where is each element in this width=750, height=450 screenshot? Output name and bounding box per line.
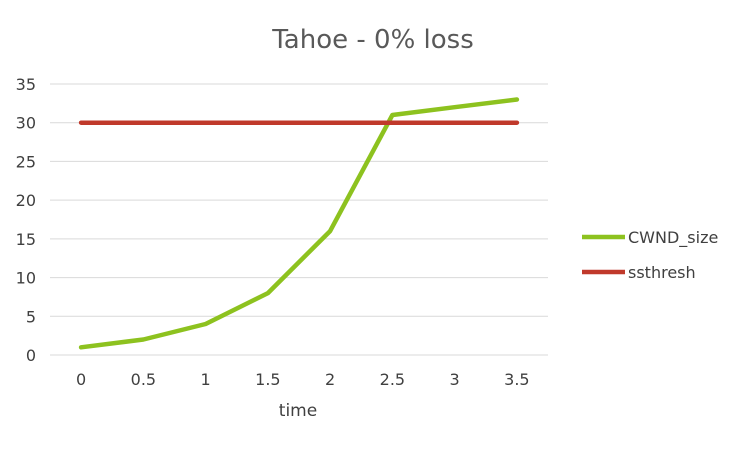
series-lines — [78, 97, 520, 350]
y-tick-label: 5 — [26, 307, 36, 326]
x-tick-label: 1.5 — [255, 370, 280, 389]
x-tick-label: 3 — [450, 370, 460, 389]
x-tick-label: 0.5 — [131, 370, 156, 389]
y-tick-label: 0 — [26, 346, 36, 365]
y-tick-label: 25 — [16, 152, 36, 171]
y-tick-label: 10 — [16, 269, 36, 288]
y-tick-label: 15 — [16, 230, 36, 249]
chart-title: Tahoe - 0% loss — [271, 25, 474, 55]
x-tick-label: 2.5 — [380, 370, 405, 389]
x-tick-label: 1 — [201, 370, 211, 389]
y-tick-label: 20 — [16, 191, 36, 210]
x-tick-label: 3.5 — [504, 370, 529, 389]
x-tick-label: 0 — [76, 370, 86, 389]
x-tick-label: 2 — [325, 370, 335, 389]
x-axis-title: time — [279, 401, 317, 421]
y-tick-label: 30 — [16, 114, 36, 133]
legend: CWND_size ssthresh — [582, 228, 718, 282]
legend-label: CWND_size — [628, 228, 718, 248]
series-line-cwnd-size — [78, 97, 520, 350]
y-axis-ticks: 0 5 10 15 20 25 30 35 — [16, 75, 36, 365]
y-tick-label: 35 — [16, 75, 36, 94]
x-axis-ticks: 0 0.5 1 1.5 2 2.5 3 3.5 — [76, 370, 530, 389]
legend-label: ssthresh — [628, 263, 696, 282]
